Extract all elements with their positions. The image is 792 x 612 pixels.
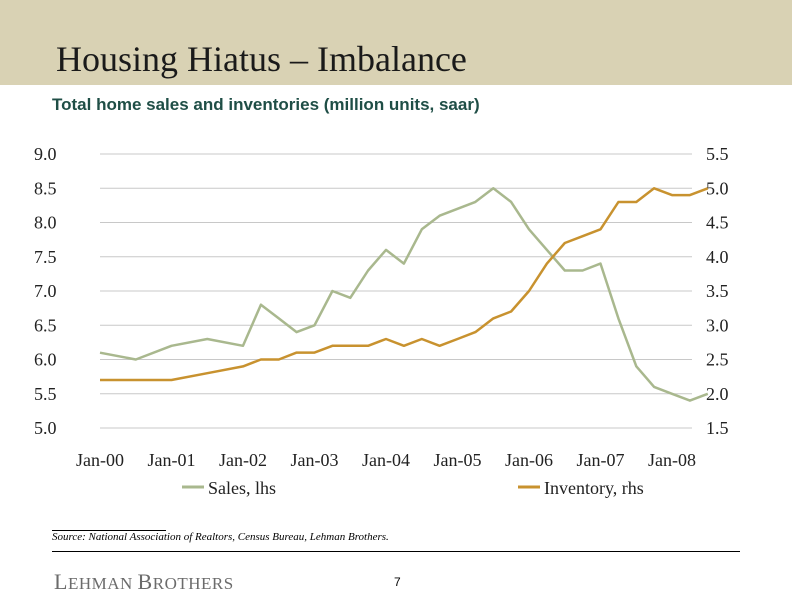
- legend-label: Sales, lhs: [208, 478, 276, 498]
- x-tick-label: Jan-05: [434, 450, 482, 470]
- header-band: [0, 0, 792, 85]
- y-left-tick-label: 6.5: [34, 315, 57, 335]
- y-right-tick-label: 1.5: [706, 418, 729, 438]
- y-left-tick-label: 5.5: [34, 384, 57, 404]
- y-left-tick-label: 9.0: [34, 144, 57, 164]
- source-divider: [52, 530, 166, 531]
- inventory-series-line: [100, 187, 709, 382]
- legend-label: Inventory, rhs: [544, 478, 644, 498]
- sales-series-line: [99, 187, 709, 402]
- y-left-tick-label: 8.5: [34, 178, 57, 198]
- y-left-tick-label: 8.0: [34, 213, 57, 233]
- y-right-tick-label: 4.5: [706, 213, 729, 233]
- page-title: Housing Hiatus – Imbalance: [56, 39, 467, 79]
- page-number: 7: [394, 575, 401, 589]
- x-tick-label: Jan-02: [219, 450, 267, 470]
- footer-divider: [52, 551, 740, 552]
- y-left-tick-label: 7.5: [34, 247, 57, 267]
- x-tick-label: Jan-04: [362, 450, 410, 470]
- y-left-tick-label: 5.0: [34, 418, 57, 438]
- y-right-tick-label: 3.5: [706, 281, 729, 301]
- y-right-tick-label: 5.0: [706, 178, 729, 198]
- y-right-tick-label: 2.5: [706, 350, 729, 370]
- chart-svg: 9.0 5.5 8.5 5.0 8.0 4.5 7.5 4.0 7.0 3.5 6.5 3.0 6.0 2…: [34, 144, 729, 498]
- x-tick-label: Jan-00: [76, 450, 124, 470]
- x-tick-label: Jan-07: [577, 450, 625, 470]
- x-tick-label: Jan-03: [291, 450, 339, 470]
- y-right-tick-label: 3.0: [706, 315, 729, 335]
- y-right-tick-label: 4.0: [706, 247, 729, 267]
- lehman-brothers-logo: LEHMAN BROTHERS: [54, 569, 234, 594]
- x-tick-label: Jan-06: [505, 450, 553, 470]
- y-right-tick-label: 2.0: [706, 384, 729, 404]
- x-tick-label: Jan-08: [648, 450, 696, 470]
- y-left-tick-label: 6.0: [34, 350, 57, 370]
- source-note: Source: National Association of Realtors…: [52, 531, 389, 543]
- y-left-tick-label: 7.0: [34, 281, 57, 301]
- y-right-tick-label: 5.5: [706, 144, 729, 164]
- x-tick-label: Jan-01: [148, 450, 196, 470]
- chart-title: Total home sales and inventories (millio…: [52, 95, 480, 114]
